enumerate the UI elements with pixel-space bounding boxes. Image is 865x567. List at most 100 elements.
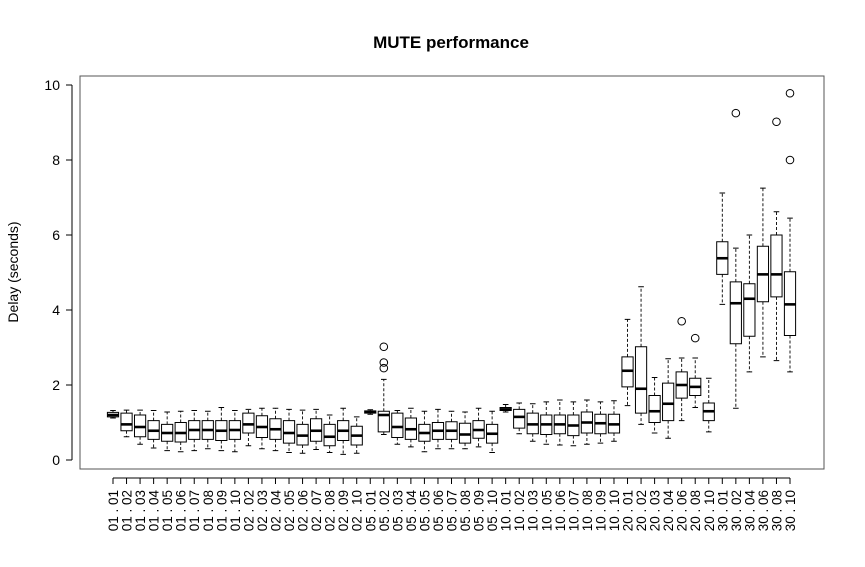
box-20.08 xyxy=(689,333,702,408)
x-tick-label: 20 . 04 xyxy=(661,490,676,532)
y-tick-label: 4 xyxy=(52,302,60,318)
box-10.06 xyxy=(553,399,566,446)
y-tick-label: 10 xyxy=(44,77,60,93)
box-01.09 xyxy=(215,407,228,452)
box-05.08 xyxy=(458,411,472,450)
x-tick-label: 01 . 04 xyxy=(147,490,162,532)
iqr-box xyxy=(458,422,472,444)
box-01.05 xyxy=(161,411,174,452)
box-20.10 xyxy=(702,377,715,433)
box-30.06 xyxy=(756,187,770,358)
box-02.07 xyxy=(310,408,323,450)
x-tick-label: 01 . 06 xyxy=(174,490,189,531)
box-30.02 xyxy=(729,108,742,409)
box-02.02 xyxy=(242,408,255,447)
box-01.03 xyxy=(133,409,147,445)
box-05.10 xyxy=(486,410,499,453)
box-05.03 xyxy=(391,410,404,445)
x-tick-label: 02 . 06 xyxy=(296,490,311,531)
box-20.03 xyxy=(648,377,661,434)
x-tick-label: 10 . 08 xyxy=(580,490,595,531)
x-tick-label: 30 . 01 xyxy=(715,490,730,531)
outlier-point xyxy=(379,342,389,352)
box-20.02 xyxy=(634,286,648,425)
iqr-box xyxy=(120,412,133,432)
x-tick-label: 30 . 02 xyxy=(729,490,744,531)
x-tick-label: 10 . 06 xyxy=(553,490,568,531)
box-02.10 xyxy=(350,416,363,454)
iqr-box xyxy=(242,412,255,434)
iqr-box xyxy=(662,382,675,422)
x-tick-label: 05 . 10 xyxy=(485,490,500,531)
box-30.04 xyxy=(743,234,756,373)
outlier-point xyxy=(677,316,686,326)
box-01.07 xyxy=(188,410,201,452)
y-tick-label: 0 xyxy=(52,452,60,468)
box-10.07 xyxy=(567,401,580,447)
box-02.09 xyxy=(337,407,350,455)
box-05.09 xyxy=(472,407,485,448)
x-tick-label: 01 . 02 xyxy=(120,490,135,531)
box-30.10 xyxy=(783,88,797,373)
x-tick-label: 10 . 03 xyxy=(526,490,541,531)
x-tick-label: 02 . 04 xyxy=(268,490,283,532)
x-tick-label: 10 . 09 xyxy=(593,490,608,531)
box-01.06 xyxy=(174,410,187,453)
box-20.01 xyxy=(621,318,634,407)
x-tick-label: 01 . 07 xyxy=(187,490,202,531)
x-tick-label: 01 . 05 xyxy=(160,490,175,531)
box-10.03 xyxy=(526,403,539,442)
x-tick-label: 05 . 05 xyxy=(417,490,432,531)
box-20.06 xyxy=(675,316,688,422)
x-tick-label: 02 . 05 xyxy=(282,490,297,531)
outlier-point xyxy=(785,88,795,98)
box-02.06 xyxy=(296,409,309,454)
plot-frame xyxy=(79,75,825,470)
outlier-point xyxy=(690,333,700,343)
iqr-box xyxy=(391,412,404,438)
x-tick-label: 05 . 02 xyxy=(377,490,392,531)
y-tick-label: 2 xyxy=(52,377,60,393)
iqr-box xyxy=(648,395,661,423)
outlier-point xyxy=(379,363,389,373)
y-axis-label: Delay (seconds) xyxy=(5,221,21,322)
iqr-box xyxy=(729,281,742,345)
x-tick-label: 01 . 08 xyxy=(201,490,216,531)
outlier-point xyxy=(785,155,795,165)
outlier-point xyxy=(379,358,389,367)
x-tick-label: 05 . 01 xyxy=(363,490,378,531)
box-10.09 xyxy=(594,401,607,444)
x-tick-label: 20 . 01 xyxy=(621,490,636,531)
x-tick-label: 20 . 06 xyxy=(675,490,690,531)
x-tick-label: 05 . 08 xyxy=(458,490,473,531)
box-01.08 xyxy=(201,410,214,450)
x-tick-label: 20 . 10 xyxy=(702,490,717,531)
box-10.10 xyxy=(607,400,621,442)
box-05.05 xyxy=(418,410,431,453)
x-tick-label: 20 . 02 xyxy=(634,490,649,531)
box-05.06 xyxy=(431,408,445,450)
box-10.05 xyxy=(540,401,553,445)
box-10.01 xyxy=(499,404,512,413)
x-tick-label: 20 . 03 xyxy=(648,490,663,531)
x-tick-label: 01 . 01 xyxy=(106,490,121,531)
box-10.08 xyxy=(580,399,593,445)
outlier-point xyxy=(772,117,781,127)
boxes xyxy=(106,88,797,455)
iqr-box xyxy=(377,410,390,433)
x-tick-label: 01 . 10 xyxy=(228,490,243,531)
x-tick-label: 05 . 06 xyxy=(431,490,446,531)
x-tick-label: 20 . 08 xyxy=(688,490,703,531)
x-tick-label: 30 . 06 xyxy=(756,490,771,531)
x-tick-label: 02 . 02 xyxy=(241,490,256,531)
chart-title: MUTE performance xyxy=(373,33,529,52)
y-axis: 0 2 4 6 8 10 xyxy=(44,77,73,468)
x-tick-label: 05 . 07 xyxy=(445,490,460,531)
outlier-point xyxy=(731,108,741,118)
x-tick-label: 02 . 09 xyxy=(336,490,351,531)
x-tick-label: 10 . 05 xyxy=(539,490,554,531)
iqr-box xyxy=(323,423,336,447)
x-tick-label: 02 . 08 xyxy=(323,490,338,531)
iqr-box xyxy=(743,283,756,337)
x-tick-label: 30 . 08 xyxy=(769,490,784,531)
